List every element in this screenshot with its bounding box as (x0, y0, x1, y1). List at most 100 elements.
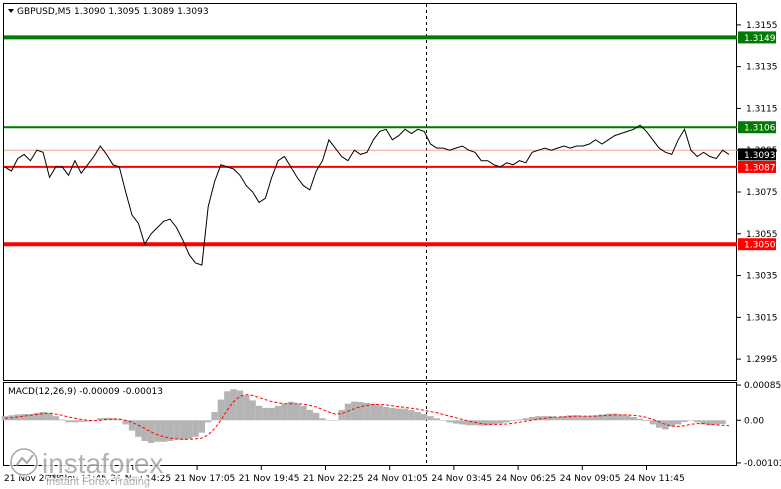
svg-text:instaforex: instaforex (42, 448, 163, 479)
macd-bar (230, 389, 237, 421)
macd-bar (687, 420, 695, 421)
macd-bar (528, 416, 536, 421)
level-tag-label: 1.3149 (744, 34, 776, 44)
symbol-header: GBPUSD,M5 1.3090 1.3095 1.3089 1.3093 (17, 7, 209, 17)
macd-bar (192, 420, 199, 437)
macd-bar (332, 420, 339, 421)
level-tag-label: 1.3087 (744, 163, 776, 173)
time-tick-label: 21 Nov 17:05 (175, 474, 236, 484)
macd-bar (27, 414, 34, 421)
macd-bar (39, 411, 47, 421)
macd-bar (465, 420, 472, 426)
current-price-bg (738, 148, 776, 161)
macd-bar (147, 420, 155, 444)
macd-bar (554, 416, 561, 421)
macd-bar (535, 416, 542, 421)
macd-bar (97, 418, 104, 421)
macd-bar (516, 419, 523, 421)
macd-bar (84, 420, 91, 422)
macd-bar (694, 420, 701, 423)
macd-bar (668, 420, 676, 427)
macd-bar (198, 420, 206, 433)
macd-bar (389, 407, 396, 421)
macd-bar (548, 416, 555, 421)
time-tick-label: 21 Nov 2018 (4, 474, 62, 484)
macd-bar (446, 420, 453, 423)
macd-bar (173, 420, 180, 440)
macd-bar (401, 408, 409, 421)
price-panel-frame (3, 3, 737, 381)
macd-bar (344, 403, 352, 421)
level-tag-bg (738, 160, 776, 173)
macd-bar (497, 420, 504, 424)
price-tick-label: 1.2995 (746, 355, 778, 365)
time-tick-label: 24 Nov 11:45 (624, 474, 685, 484)
macd-bar (255, 405, 263, 421)
macd-bar (338, 409, 345, 421)
time-tick-label: 24 Nov 06:25 (496, 474, 557, 484)
macd-bar (58, 419, 66, 421)
macd-bar (71, 420, 79, 423)
macd-bar (306, 409, 314, 421)
time-tick-label: 21 Nov 19:45 (239, 474, 300, 484)
macd-bar (567, 415, 574, 421)
macd-tick-label: 0.00 (744, 416, 764, 426)
macd-bar (586, 416, 593, 421)
macd-bar (484, 420, 491, 426)
level-tag-label: 1.3106 (744, 124, 776, 134)
time-tick-label: 24 Nov 09:05 (560, 474, 621, 484)
macd-bar (20, 414, 28, 421)
macd-bar (370, 403, 377, 421)
time-tick-label: 24 Nov 01:05 (367, 474, 428, 484)
level-tag-bg (738, 121, 776, 134)
macd-bar (605, 413, 612, 421)
logo-brand-text: instaforex (42, 448, 163, 479)
macd-bar (166, 420, 174, 441)
macd-bar (579, 416, 587, 421)
macd-bar (109, 418, 117, 421)
dropdown-triangle-icon[interactable] (8, 9, 14, 13)
macd-bar (281, 403, 288, 421)
macd-bar (224, 391, 231, 421)
macd-bar (236, 390, 244, 421)
macd-bar (440, 420, 447, 421)
price-tick-label: 1.3115 (746, 104, 778, 114)
price-tick-label: 1.3035 (746, 272, 778, 282)
price-tick-label: 1.3155 (746, 21, 778, 31)
macd-bar (611, 413, 618, 421)
macd-bar (287, 401, 294, 421)
macd-bar (662, 420, 669, 430)
macd-bar (382, 407, 390, 421)
macd-bar (179, 420, 186, 440)
macd-bar (52, 416, 59, 421)
macd-header: MACD(12,26,9) -0.00009 -0.00013 (8, 387, 163, 397)
macd-bar (357, 402, 364, 421)
price-tick-label: 1.3135 (746, 63, 778, 73)
macd-bar (414, 411, 421, 421)
macd-bar (630, 416, 637, 421)
level-tag-bg (738, 238, 776, 251)
time-tick-label: 21 Nov 14:25 (110, 474, 171, 484)
macd-bar (160, 420, 167, 442)
price-tick-label: 1.3075 (746, 188, 778, 198)
macd-bar (706, 420, 714, 426)
macd-bar (719, 420, 726, 424)
macd-bar (681, 420, 688, 422)
time-tick-label: 21 Nov 11:45 (46, 474, 107, 484)
macd-bar (509, 420, 517, 422)
macd-bar (598, 414, 606, 421)
instaforex-logo: instaforex instaforex Instant Forex Trad… (9, 446, 165, 489)
current-price-tag: 1.3093 (738, 148, 776, 161)
macd-bar (1, 416, 9, 421)
macd-bar (560, 416, 568, 421)
level-tag-bg (738, 31, 776, 44)
macd-bar (217, 399, 225, 421)
macd-bar (78, 420, 85, 422)
macd-bar (90, 420, 98, 421)
macd-bar (116, 419, 123, 421)
macd-bar (65, 420, 72, 423)
macd-bar (636, 418, 644, 421)
macd-bar (649, 420, 656, 425)
price-tick-label: 1.3015 (746, 313, 778, 323)
